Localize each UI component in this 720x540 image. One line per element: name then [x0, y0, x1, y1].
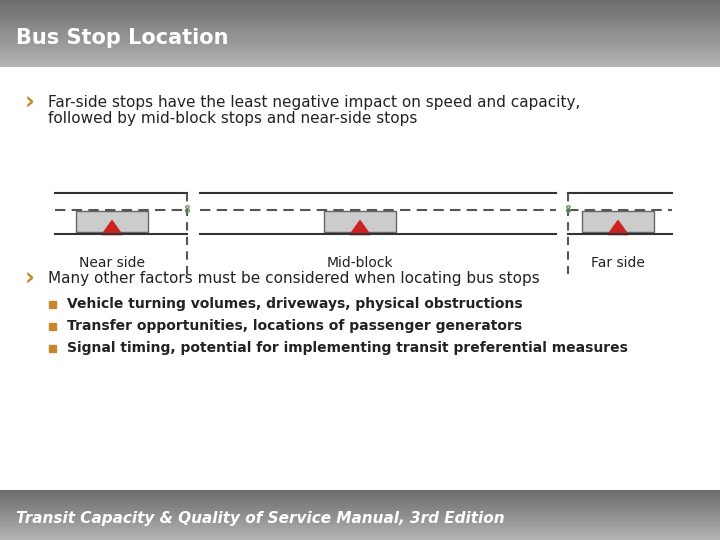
Bar — [48, 345, 55, 352]
Text: Mid-block: Mid-block — [327, 256, 393, 270]
Text: Near side: Near side — [79, 256, 145, 270]
Text: Many other factors must be considered when locating bus stops: Many other factors must be considered wh… — [48, 272, 540, 286]
Bar — [324, 212, 396, 232]
Polygon shape — [350, 220, 370, 234]
Polygon shape — [102, 220, 122, 234]
Text: Far side: Far side — [591, 256, 645, 270]
Text: 8: 8 — [564, 205, 572, 215]
Text: Far-side stops have the least negative impact on speed and capacity,: Far-side stops have the least negative i… — [48, 94, 580, 110]
Polygon shape — [608, 220, 628, 234]
Text: Signal timing, potential for implementing transit preferential measures: Signal timing, potential for implementin… — [67, 341, 628, 355]
Text: Transit Capacity & Quality of Service Manual, 3rd Edition: Transit Capacity & Quality of Service Ma… — [16, 511, 505, 525]
Text: Bus Stop Location: Bus Stop Location — [16, 28, 228, 48]
Bar — [48, 301, 55, 308]
Bar — [76, 212, 148, 232]
Text: ›: › — [25, 267, 35, 291]
Bar — [582, 212, 654, 232]
Text: ›: › — [25, 91, 35, 114]
Text: Vehicle turning volumes, driveways, physical obstructions: Vehicle turning volumes, driveways, phys… — [67, 297, 523, 311]
Text: followed by mid-block stops and near-side stops: followed by mid-block stops and near-sid… — [48, 111, 418, 126]
Bar — [48, 323, 55, 330]
Text: Transfer opportunities, locations of passenger generators: Transfer opportunities, locations of pas… — [67, 319, 522, 333]
Text: 8: 8 — [184, 205, 190, 215]
